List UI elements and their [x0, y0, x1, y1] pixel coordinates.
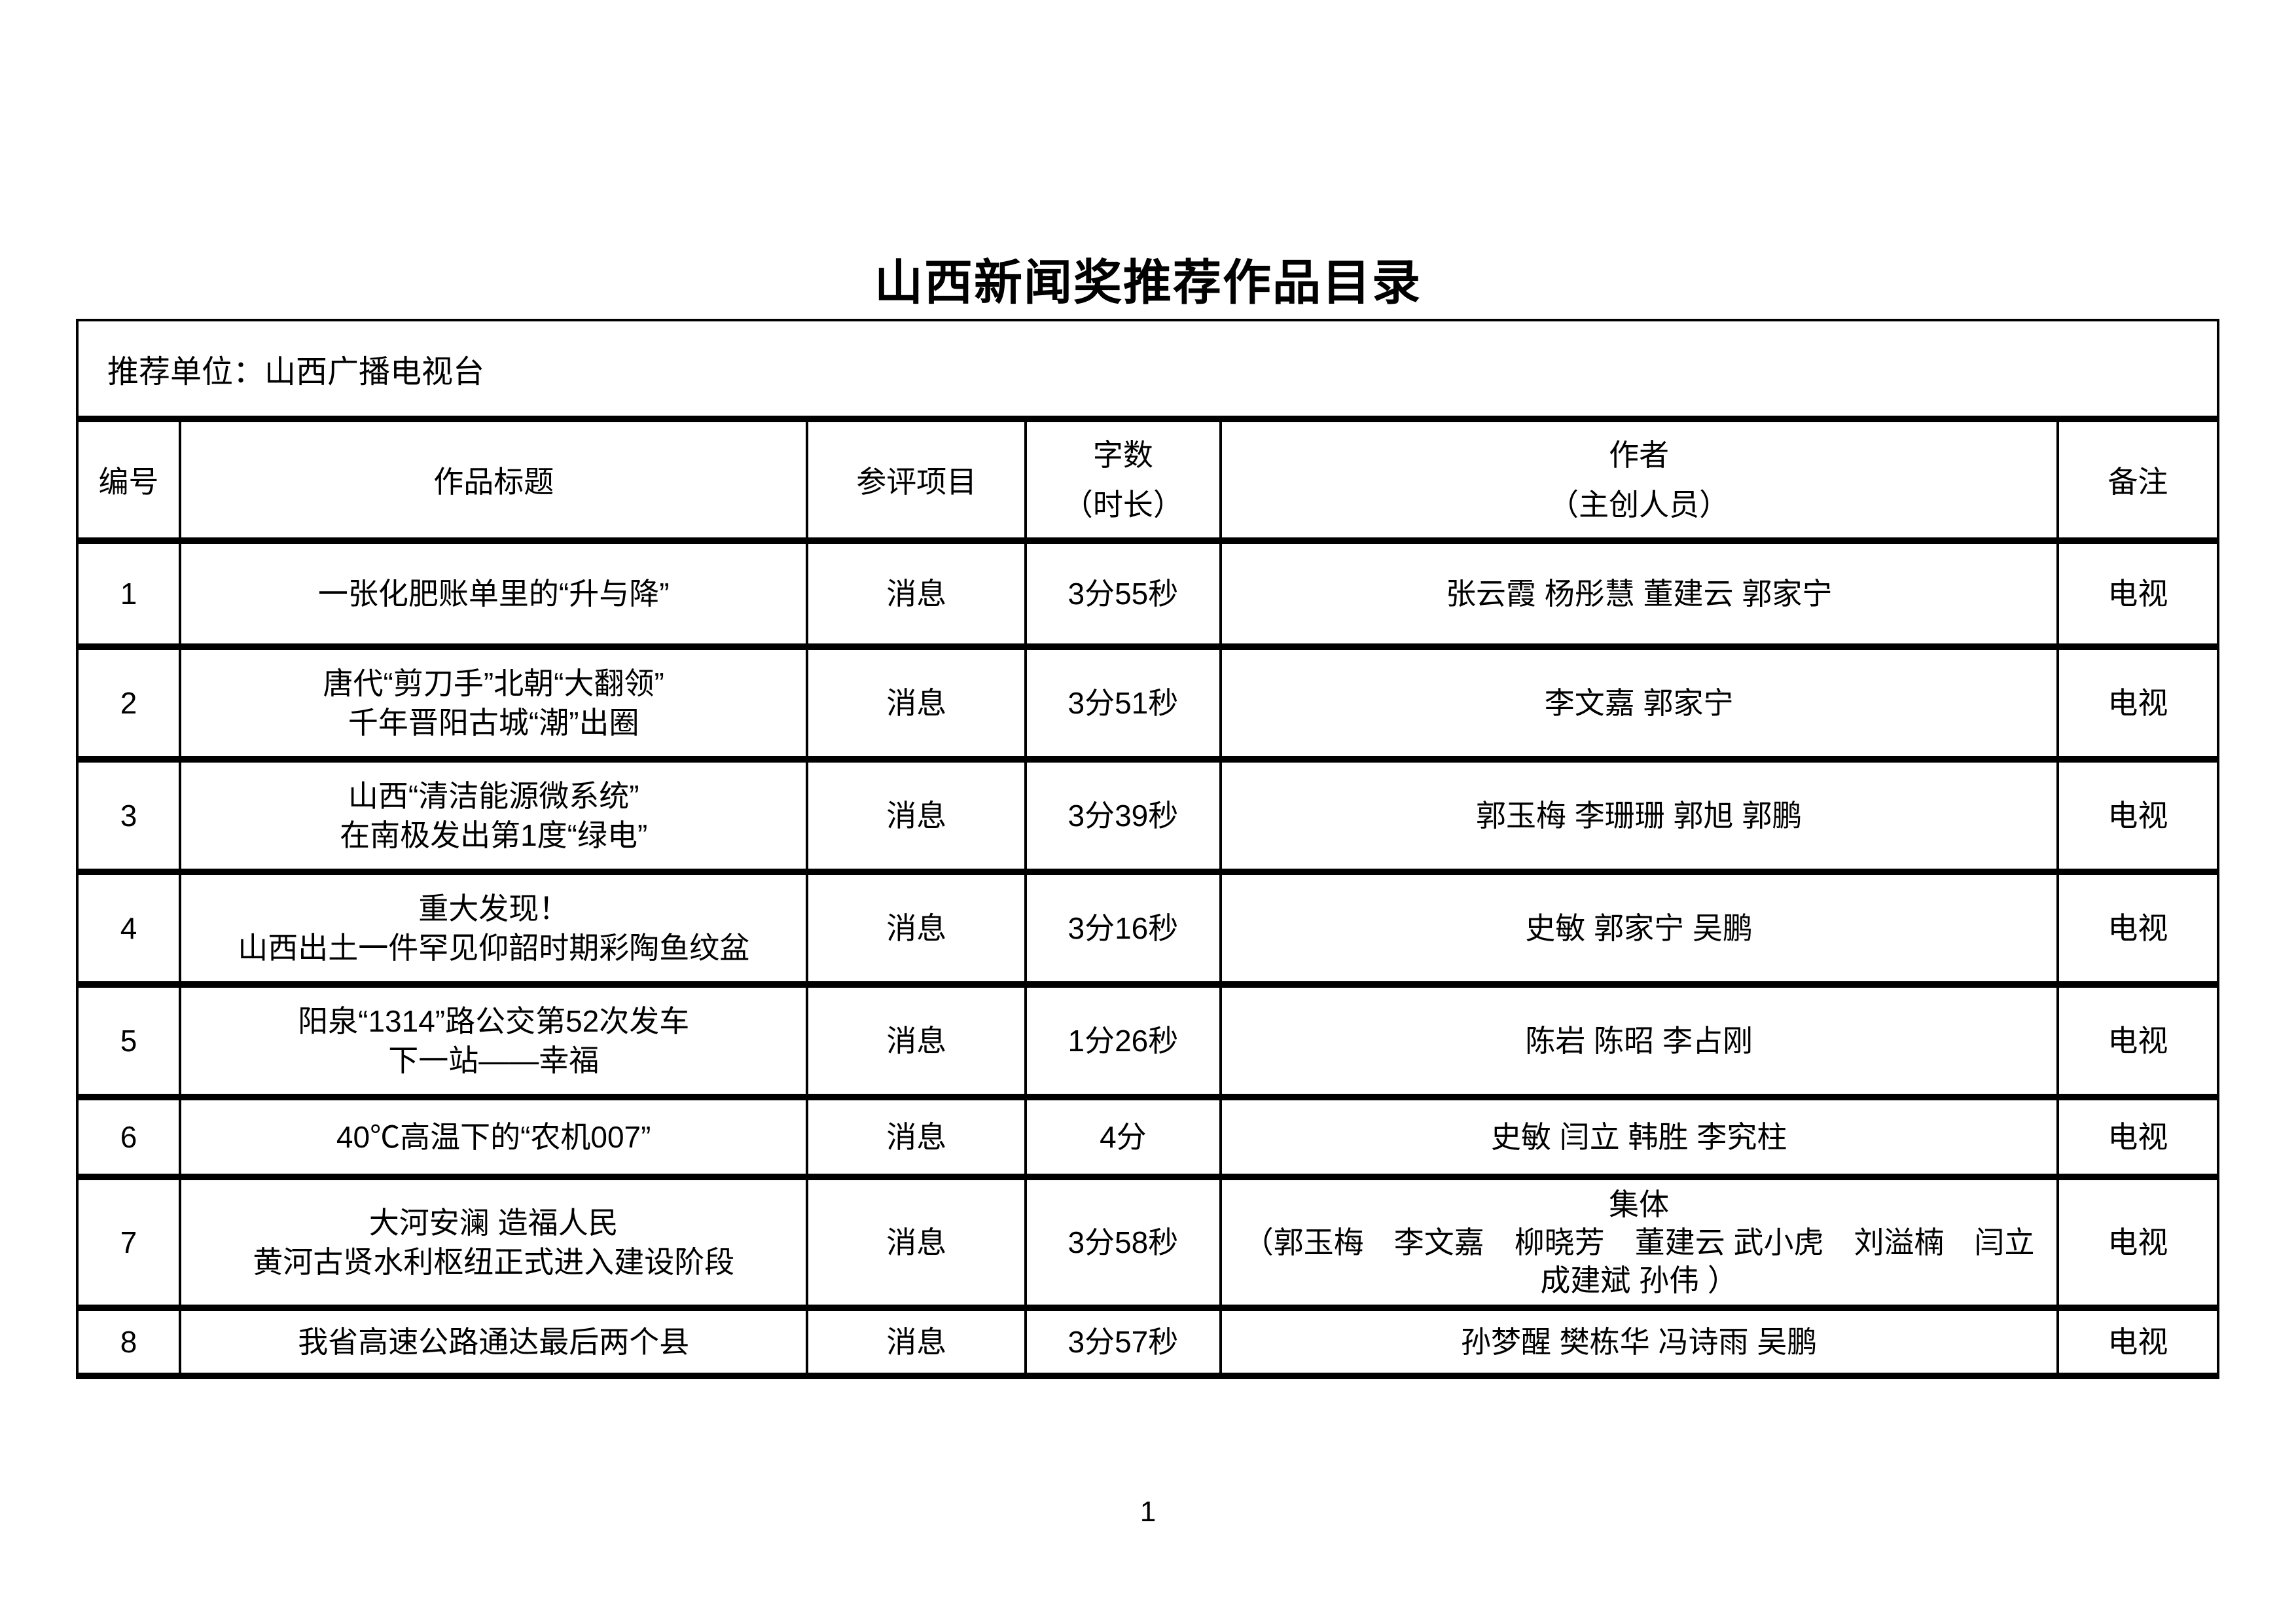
header-category: 参评项目: [806, 416, 1028, 544]
cell-id: 7: [76, 1174, 181, 1311]
header-author-line1: 作者: [1609, 438, 1670, 472]
cell-title: 唐代“剪刀手”北朝“大翻领” 千年晋阳古城“潮”出圈: [178, 643, 809, 763]
page-title: 山西新闻奖推荐作品目录: [874, 257, 1422, 310]
cell-id: 4: [76, 869, 181, 988]
recommending-unit-row: 推荐单位：山西广播电视台: [76, 319, 2219, 422]
table-row: 1 一张化肥账单里的“升与降” 消息 3分55秒 张云霞 杨彤慧 董建云 郭家宁 电视: [76, 537, 2220, 650]
cell-author: 孙梦醒 樊栋华 冯诗雨 吴鹏: [1219, 1305, 2059, 1379]
cell-author: 史敏 闫立 韩胜 李究柱: [1219, 1094, 2059, 1180]
cell-remark: 电视: [2056, 869, 2220, 988]
cell-category: 消息: [806, 756, 1028, 875]
cell-length: 3分58秒: [1024, 1174, 1222, 1311]
header-author-line2: （主创人员）: [1549, 488, 1730, 522]
cell-length: 4分: [1024, 1094, 1222, 1180]
cell-author: 陈岩 陈昭 李占刚: [1219, 981, 2059, 1100]
cell-category: 消息: [806, 537, 1028, 650]
cell-id: 5: [76, 981, 181, 1100]
header-remark: 备注: [2056, 416, 2220, 544]
cell-id: 2: [76, 643, 181, 763]
cell-length: 3分39秒: [1024, 756, 1222, 875]
cell-author: 李文嘉 郭家宁: [1219, 643, 2059, 763]
cell-id: 8: [76, 1305, 181, 1379]
cell-remark: 电视: [2056, 1094, 2220, 1180]
cell-author: 集体 （郭玉梅 李文嘉 柳晓芳 董建云 武小虎 刘溢楠 闫立 成建斌 孙伟 ）: [1219, 1174, 2059, 1311]
cell-length: 3分55秒: [1024, 537, 1222, 650]
cell-length: 3分57秒: [1024, 1305, 1222, 1379]
table-row: 3 山西“清洁能源微系统” 在南极发出第1度“绿电” 消息 3分39秒 郭玉梅 李珊珊 郭…: [76, 756, 2220, 875]
cell-length: 3分51秒: [1024, 643, 1222, 763]
cell-id: 3: [76, 756, 181, 875]
cell-remark: 电视: [2056, 981, 2220, 1100]
cell-remark: 电视: [2056, 756, 2220, 875]
cell-remark: 电视: [2056, 643, 2220, 763]
cell-title: 重大发现！ 山西出土一件罕见仰韶时期彩陶鱼纹盆: [178, 869, 809, 988]
cell-category: 消息: [806, 1174, 1028, 1311]
cell-length: 3分16秒: [1024, 869, 1222, 988]
cell-author: 史敏 郭家宁 吴鹏: [1219, 869, 2059, 988]
cell-category: 消息: [806, 981, 1028, 1100]
page-number: 1: [1139, 1496, 1157, 1528]
cell-remark: 电视: [2056, 1174, 2220, 1311]
cell-category: 消息: [806, 869, 1028, 988]
cell-title: 大河安澜 造福人民 黄河古贤水利枢纽正式进入建设阶段: [178, 1174, 809, 1311]
table-row: 7 大河安澜 造福人民 黄河古贤水利枢纽正式进入建设阶段 消息 3分58秒 集体 （郭玉梅 …: [76, 1174, 2220, 1311]
works-catalog-table: 推荐单位：山西广播电视台 编号 作品标题 参评项目 字数 （时长） 作者 （主创…: [76, 319, 2220, 1379]
cell-title: 40℃高温下的“农机007”: [178, 1094, 809, 1180]
header-title: 作品标题: [178, 416, 809, 544]
header-length-line1: 字数: [1092, 438, 1153, 472]
cell-id: 6: [76, 1094, 181, 1180]
header-length: 字数 （时长）: [1024, 416, 1222, 544]
table-row: 4 重大发现！ 山西出土一件罕见仰韶时期彩陶鱼纹盆 消息 3分16秒 史敏 郭家宁 吴鹏电…: [76, 869, 2220, 988]
table-row: 8 我省高速公路通达最后两个县 消息 3分57秒 孙梦醒 樊栋华 冯诗雨 吴鹏 电视: [76, 1305, 2220, 1379]
recommending-unit: 推荐单位：山西广播电视台: [76, 319, 2219, 422]
cell-title: 我省高速公路通达最后两个县: [178, 1305, 809, 1379]
cell-category: 消息: [806, 643, 1028, 763]
cell-title: 一张化肥账单里的“升与降”: [178, 537, 809, 650]
cell-category: 消息: [806, 1305, 1028, 1379]
table-row: 6 40℃高温下的“农机007” 消息 4分 史敏 闫立 韩胜 李究柱 电视: [76, 1094, 2220, 1180]
header-length-line2: （时长）: [1062, 488, 1183, 522]
table-row: 5 阳泉“1314”路公交第52次发车 下一站——幸福 消息 1分26秒 陈岩 陈昭 李占…: [76, 981, 2220, 1100]
cell-remark: 电视: [2056, 1305, 2220, 1379]
table-row: 2 唐代“剪刀手”北朝“大翻领” 千年晋阳古城“潮”出圈 消息 3分51秒 李文嘉 郭家宁…: [76, 643, 2220, 763]
cell-title: 阳泉“1314”路公交第52次发车 下一站——幸福: [178, 981, 809, 1100]
cell-category: 消息: [806, 1094, 1028, 1180]
cell-id: 1: [76, 537, 181, 650]
cell-title: 山西“清洁能源微系统” 在南极发出第1度“绿电”: [178, 756, 809, 875]
cell-length: 1分26秒: [1024, 981, 1222, 1100]
cell-author: 张云霞 杨彤慧 董建云 郭家宁: [1219, 537, 2059, 650]
header-id: 编号: [76, 416, 181, 544]
cell-remark: 电视: [2056, 537, 2220, 650]
cell-author: 郭玉梅 李珊珊 郭旭 郭鹏: [1219, 756, 2059, 875]
header-author: 作者 （主创人员）: [1219, 416, 2059, 544]
table-header-row: 编号 作品标题 参评项目 字数 （时长） 作者 （主创人员） 备注: [76, 416, 2220, 544]
